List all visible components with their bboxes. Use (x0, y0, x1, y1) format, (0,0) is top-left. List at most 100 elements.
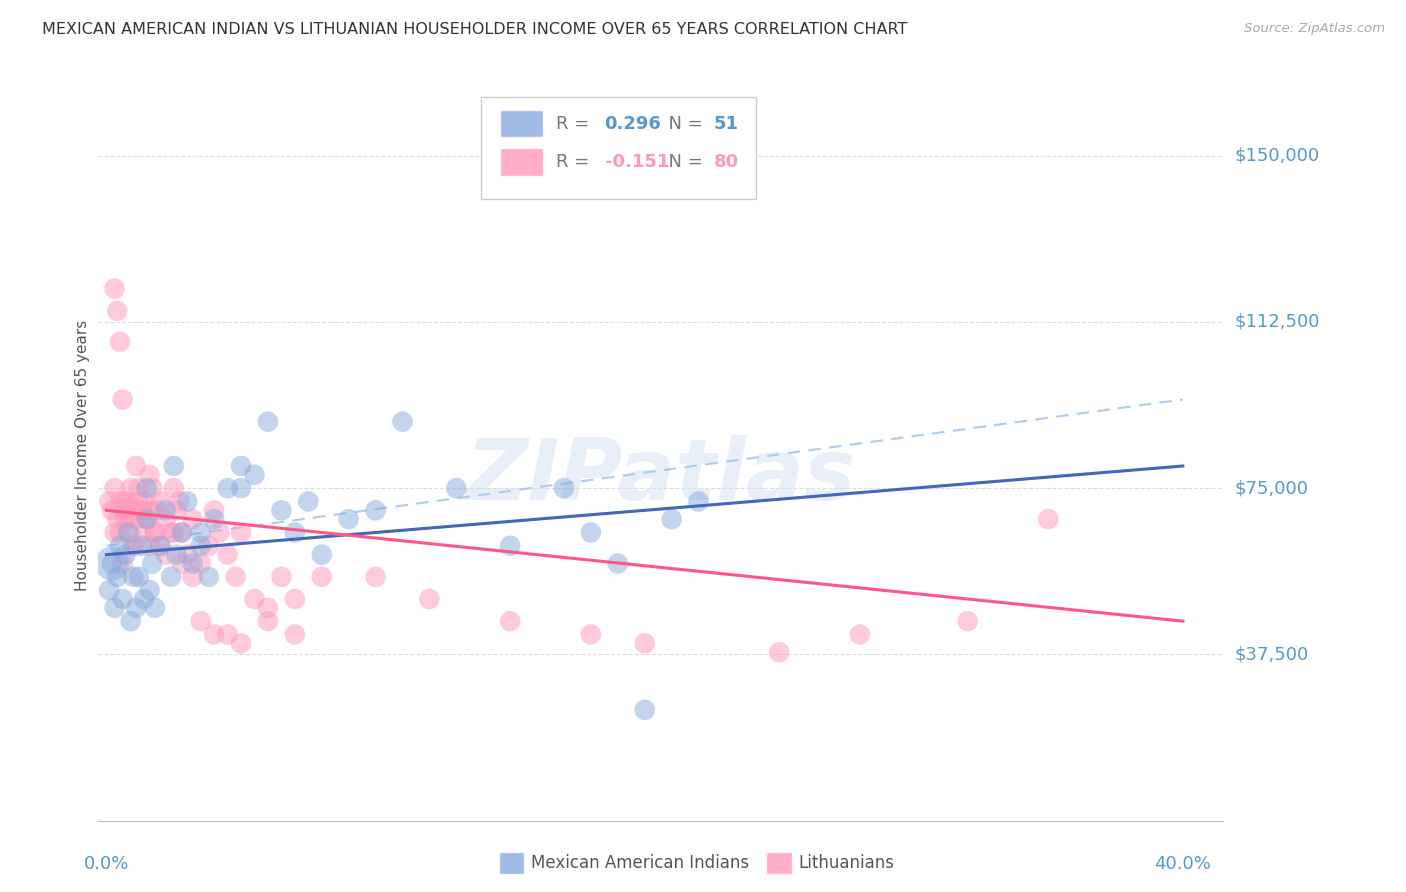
Point (553, 481, 575, 495)
Point (688, 494, 710, 508)
Point (208, 525, 231, 540)
Point (176, 494, 198, 508)
Point (225, 570, 247, 584)
Point (229, 458, 252, 473)
Point (135, 512, 157, 526)
Point (190, 525, 212, 540)
FancyBboxPatch shape (481, 96, 756, 199)
Text: ZIPatlas: ZIPatlas (465, 435, 856, 518)
Point (243, 592, 266, 607)
Text: R =: R = (557, 114, 595, 133)
Point (117, 512, 139, 526)
Text: $150,000: $150,000 (1234, 146, 1319, 165)
Point (114, 494, 136, 508)
Point (202, 503, 225, 517)
Point (131, 539, 153, 553)
Point (108, 525, 131, 540)
Point (122, 570, 145, 584)
Point (120, 525, 142, 540)
Point (134, 525, 156, 540)
Point (108, 334, 131, 349)
Point (499, 539, 522, 553)
Text: 40.0%: 40.0% (1154, 855, 1212, 873)
Point (217, 548, 239, 562)
Point (134, 494, 156, 508)
Point (103, 600, 125, 615)
Point (120, 481, 142, 495)
Point (197, 570, 219, 584)
Text: $112,500: $112,500 (1234, 313, 1320, 331)
Text: N =: N = (658, 114, 709, 133)
Point (257, 600, 280, 615)
Point (135, 512, 157, 526)
Point (337, 512, 360, 526)
Point (181, 557, 204, 571)
Point (579, 627, 602, 641)
Point (122, 539, 145, 553)
Text: MEXICAN AMERICAN INDIAN VS LITHUANIAN HOUSEHOLDER INCOME OVER 65 YEARS CORRELATI: MEXICAN AMERICAN INDIAN VS LITHUANIAN HO… (42, 22, 907, 37)
Point (105, 570, 128, 584)
Point (117, 494, 139, 508)
Point (170, 525, 193, 540)
Point (229, 636, 252, 650)
Point (418, 592, 440, 607)
Point (143, 525, 166, 540)
Point (125, 600, 148, 615)
Point (849, 627, 872, 641)
Text: $37,500: $37,500 (1234, 646, 1309, 664)
Point (155, 548, 177, 562)
Point (155, 512, 177, 526)
Point (446, 481, 468, 495)
Point (284, 627, 307, 641)
Text: $75,000: $75,000 (1234, 479, 1309, 497)
Point (135, 481, 157, 495)
Text: Source: ZipAtlas.com: Source: ZipAtlas.com (1244, 22, 1385, 36)
Point (297, 494, 319, 508)
Point (125, 512, 148, 526)
Point (125, 458, 148, 473)
Point (141, 481, 163, 495)
Point (105, 303, 128, 318)
Point (391, 415, 413, 429)
Text: -0.151: -0.151 (605, 153, 669, 171)
Point (128, 481, 150, 495)
Point (108, 494, 131, 508)
Point (143, 525, 166, 540)
Point (181, 570, 204, 584)
Point (217, 627, 239, 641)
Point (190, 614, 212, 628)
FancyBboxPatch shape (501, 110, 543, 137)
Y-axis label: Householder Income Over 65 years: Householder Income Over 65 years (75, 319, 90, 591)
Text: 51: 51 (714, 114, 738, 133)
Point (190, 557, 212, 571)
Point (606, 557, 628, 571)
Point (98, 494, 121, 508)
Point (141, 557, 163, 571)
Point (217, 481, 239, 495)
Point (176, 548, 198, 562)
Point (103, 282, 125, 296)
Point (149, 494, 172, 508)
Point (956, 614, 979, 628)
Point (155, 503, 177, 517)
Point (98, 583, 121, 598)
Point (108, 539, 131, 553)
Text: 80: 80 (714, 153, 738, 171)
Point (270, 503, 292, 517)
Point (311, 570, 333, 584)
Point (202, 627, 225, 641)
Point (166, 548, 188, 562)
Point (170, 557, 193, 571)
Point (166, 503, 188, 517)
Point (149, 539, 172, 553)
Point (197, 539, 219, 553)
Point (101, 503, 124, 517)
Point (634, 636, 657, 650)
Point (135, 512, 157, 526)
Point (146, 503, 169, 517)
Point (284, 525, 307, 540)
Point (634, 703, 657, 717)
Point (257, 415, 280, 429)
Point (229, 525, 252, 540)
Point (270, 570, 292, 584)
